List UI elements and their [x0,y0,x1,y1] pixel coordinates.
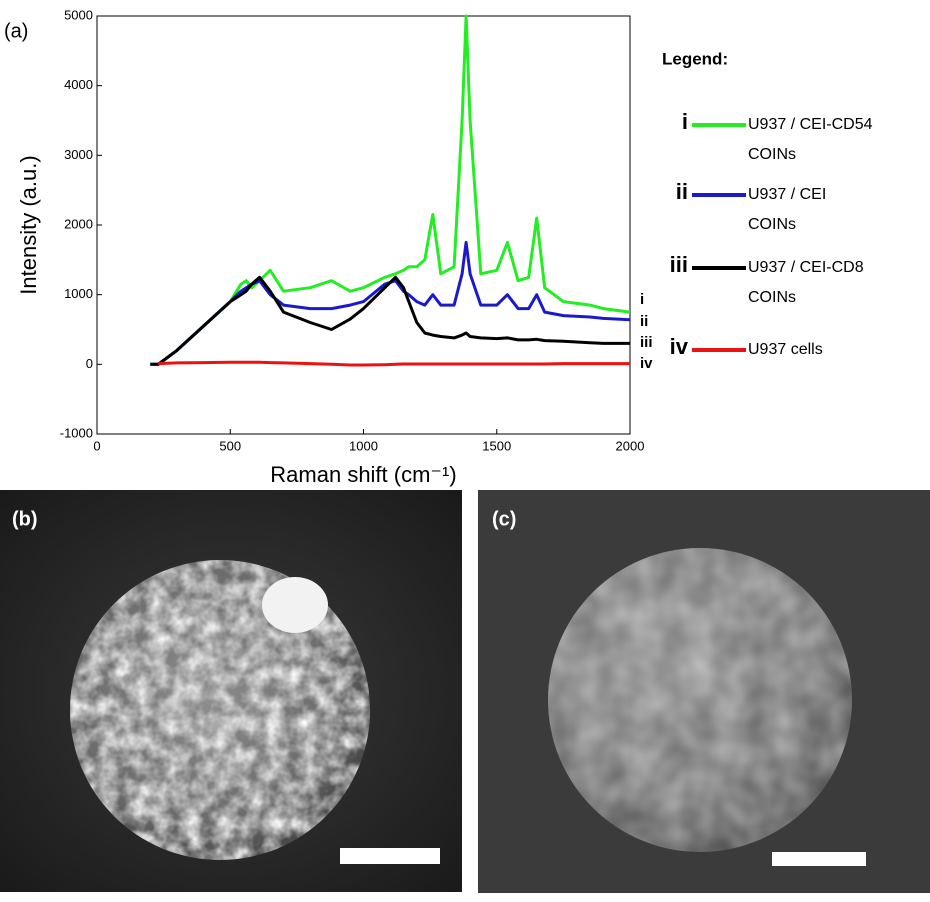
legend-label: U937 cells [748,341,823,358]
y-tick-label: -1000 [60,425,93,440]
sem-image-b [0,490,462,892]
legend-label: U937 / CEI-CD54 COINs [748,116,873,163]
scale-bar [340,848,440,864]
series-line [158,360,630,367]
x-tick-label: 2000 [616,438,645,453]
y-tick-label: 0 [86,356,93,371]
legend-numeral: iv [670,334,689,359]
series-line [150,275,630,366]
legend-numeral: iii [670,252,688,277]
y-tick-label: 5000 [64,7,93,22]
y-tick-label: 2000 [64,216,93,231]
series-end-label: iii [640,334,653,351]
legend-title: Legend: [662,49,728,68]
particle-cluster [262,577,328,633]
series-line [150,14,631,366]
plot-frame [96,15,631,435]
scale-bar [772,852,866,866]
panel-label: (c) [492,508,516,530]
series-end-label: iv [640,355,653,372]
legend-label: U937 / CEI-CD8 COINs [748,259,864,306]
legend-numeral: i [682,109,688,134]
sem-image-c [478,490,930,893]
x-axis-label: Raman shift (cm⁻¹) [270,462,456,487]
x-tick-label: 1000 [349,438,378,453]
series-line [150,240,631,366]
x-tick-label: 1500 [482,438,511,453]
x-tick-label: 0 [93,438,100,453]
y-tick-label: 4000 [64,77,93,92]
plot: 0 500 1000 1500 2000-10000100020003000400050… [4,7,746,487]
y-tick-label: 3000 [64,147,93,162]
x-tick-label: 500 [219,438,241,453]
legend-numeral: ii [676,179,688,204]
y-axis-label: Intensity (a.u.) [16,155,41,294]
cell-texture [548,548,852,852]
series-end-label: ii [640,313,648,330]
legend-label: U937 / CEI COINs [748,186,827,233]
panel-label: (b) [12,508,38,530]
series-end-label: i [640,291,644,308]
y-tick-label: 1000 [64,286,93,301]
panel-label: (a) [4,20,28,42]
